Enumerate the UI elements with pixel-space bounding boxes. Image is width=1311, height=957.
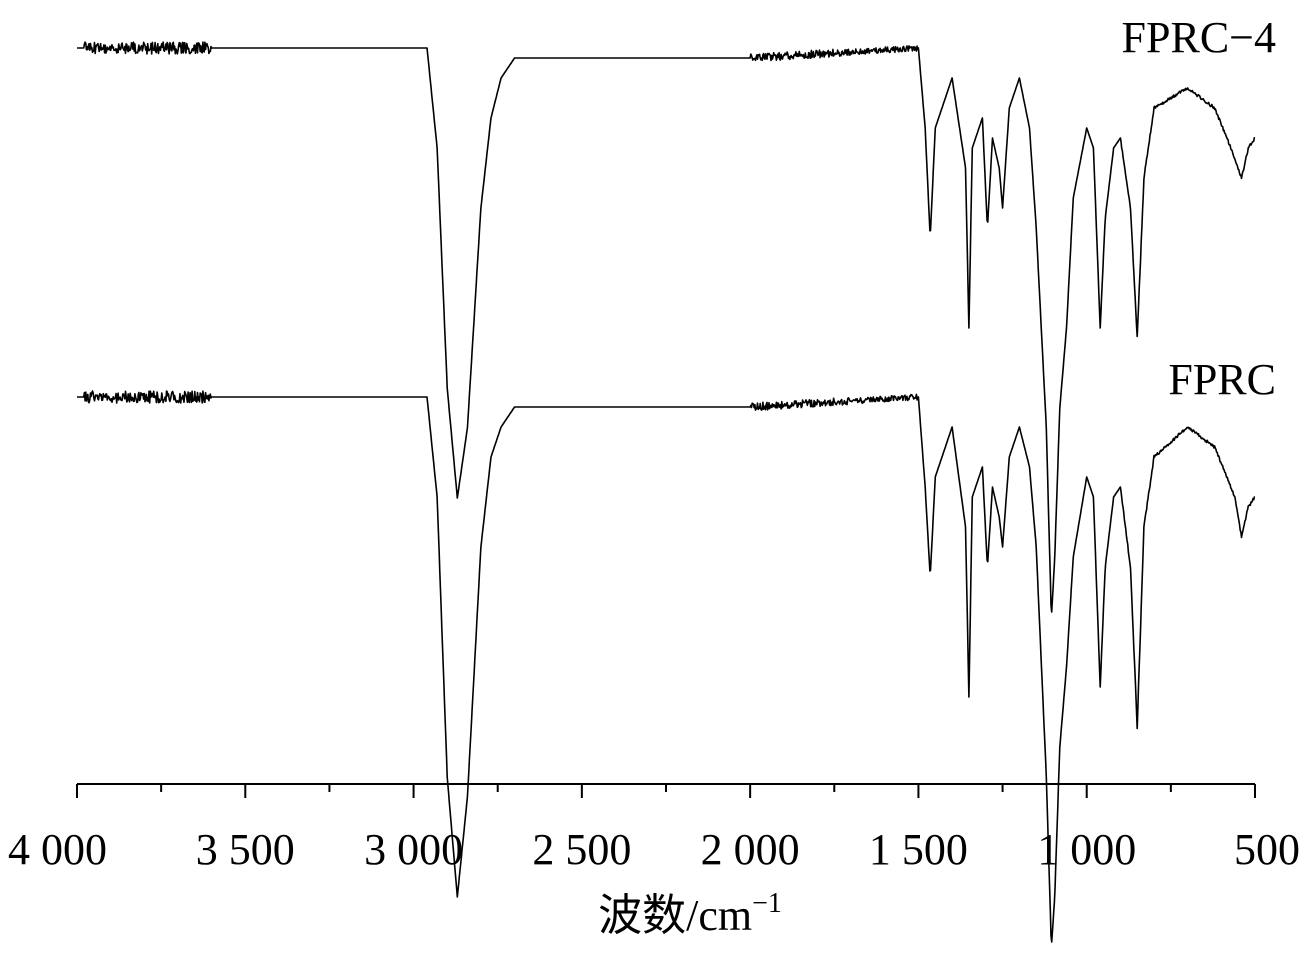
- series-label-1: FPRC−4: [1122, 13, 1276, 62]
- x-tick-label: 1 000: [1037, 825, 1136, 874]
- series-line-2: [76, 390, 1256, 943]
- x-tick-label: 2 000: [701, 825, 800, 874]
- x-tick-label: 500: [1234, 825, 1300, 874]
- x-axis-label-main: 波数: [598, 891, 686, 940]
- x-tick-labels-layer: 4 000 3 500 3 000 2 500 2 000 1 500 1 000 500: [8, 825, 1300, 874]
- x-axis-label-unit: /cm: [686, 891, 752, 940]
- series-labels-layer: FPRC−4 FPRC: [1122, 13, 1276, 404]
- series-line-1: [76, 41, 1256, 613]
- x-axis-label-exponent: −1: [752, 888, 782, 919]
- series-label-2: FPRC: [1168, 355, 1276, 404]
- x-tick-label: 3 000: [364, 825, 463, 874]
- x-tick-label: 2 500: [532, 825, 631, 874]
- x-tick-label: 3 500: [196, 825, 295, 874]
- x-tick-label: 4 000: [8, 825, 107, 874]
- x-tick-label: 1 500: [869, 825, 968, 874]
- spectra-layer: [76, 41, 1256, 943]
- x-axis: [76, 783, 1256, 798]
- x-axis-label: 波数/cm−1: [598, 888, 782, 940]
